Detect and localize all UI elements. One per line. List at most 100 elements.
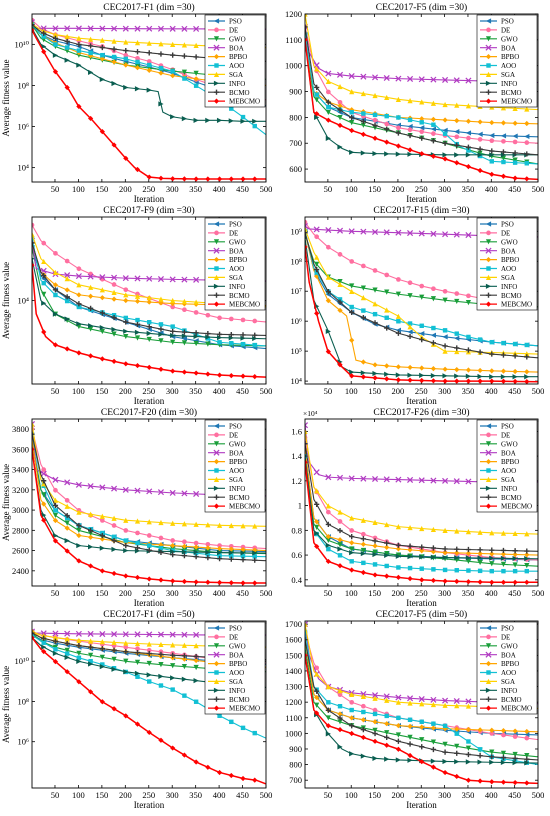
de-marker: [361, 703, 366, 709]
bcmo-marker: [170, 552, 176, 558]
sga-marker: [123, 292, 129, 298]
bpbo-marker: [216, 545, 223, 552]
gwo-marker: [146, 660, 152, 667]
info-marker: [442, 373, 448, 379]
mebcmo-marker: [181, 176, 188, 182]
bcmo-marker: [41, 273, 47, 279]
sga-marker: [395, 524, 401, 530]
de-marker: [407, 127, 413, 133]
mebcmo-marker: [252, 374, 258, 380]
x-tick-label: 300: [166, 184, 179, 194]
bpbo-marker: [442, 550, 448, 556]
gwo-marker: [64, 520, 70, 526]
gwo-marker: [430, 739, 437, 745]
info-marker: [134, 86, 141, 92]
x-tick-label: 350: [189, 588, 202, 598]
x-axis-label: Iteration: [406, 800, 437, 810]
de-marker: [53, 250, 58, 256]
sga-marker: [111, 289, 117, 295]
de-marker: [431, 131, 436, 136]
plot-frame: [31, 418, 267, 587]
pso-marker: [489, 132, 495, 139]
y-tick-label: 1: [298, 501, 302, 511]
gwo-marker: [477, 559, 483, 566]
boa-marker: [430, 696, 437, 703]
boa-marker: [442, 76, 449, 83]
x-tick-label: 450: [508, 386, 521, 396]
info-marker: [146, 672, 152, 678]
mebcmo-marker: [454, 378, 460, 384]
boa-marker: [465, 232, 472, 239]
aoo-marker: [314, 92, 319, 97]
sga-marker: [111, 639, 117, 645]
de-marker: [489, 138, 495, 144]
chart-title: CEC2017-F20 (dim =30): [101, 407, 197, 418]
x-tick-label: 150: [368, 184, 381, 194]
legend-label: INFO: [229, 687, 245, 695]
mebcmo-marker: [314, 111, 320, 117]
sga-marker: [349, 515, 355, 521]
info-marker: [64, 538, 70, 544]
sga-marker: [228, 522, 234, 529]
bcmo-marker: [442, 140, 448, 146]
mebcmo-marker: [41, 517, 47, 523]
bpbo-marker: [485, 459, 492, 465]
bpbo-marker: [158, 70, 164, 76]
sga-marker: [349, 89, 355, 95]
info-marker: [407, 554, 413, 560]
aoo-marker: [229, 341, 234, 346]
boa-marker: [395, 229, 402, 236]
aoo-marker: [337, 704, 343, 709]
bcmo-marker: [123, 649, 129, 655]
bpbo-marker: [76, 292, 82, 298]
aoo-marker: [454, 331, 459, 336]
bpbo-marker: [395, 723, 401, 729]
info-marker: [337, 546, 343, 552]
sga-marker: [193, 521, 199, 527]
x-tick-label: 300: [166, 790, 179, 800]
mebcmo-marker: [158, 366, 164, 372]
mebcmo-marker: [349, 127, 355, 134]
x-tick-label: 250: [142, 184, 155, 194]
x-axis-label: Iteration: [406, 396, 437, 406]
mebcmo-marker: [64, 548, 70, 554]
aoo-marker: [76, 655, 82, 661]
sga-marker: [213, 678, 220, 684]
bcmo-marker: [252, 332, 258, 338]
mebcmo-marker: [489, 378, 495, 384]
y-tick-label: 10⁹: [291, 226, 303, 236]
info-marker: [252, 118, 258, 124]
x-tick-label: 350: [462, 588, 475, 598]
sga-marker: [485, 476, 492, 482]
boa-marker: [134, 275, 141, 282]
boa-marker: [442, 231, 449, 238]
mebcmo-marker: [99, 356, 105, 362]
sga-marker: [360, 517, 366, 523]
info-marker: [500, 555, 507, 561]
x-axis-label: Iteration: [134, 800, 165, 810]
gwo-marker: [170, 339, 176, 345]
boa-marker: [122, 486, 129, 493]
bpbo-marker: [372, 719, 378, 725]
chart-panel: CEC2017-F5 (dim =50) 50 100 150 200 250 300 350…: [285, 609, 544, 810]
pso-marker: [454, 335, 460, 341]
mebcmo-marker: [500, 579, 507, 585]
legend-label: PSO: [229, 18, 242, 26]
mebcmo-marker: [88, 115, 94, 122]
sga-marker: [384, 94, 390, 101]
legend-label: BOA: [229, 651, 244, 659]
bcmo-marker: [181, 53, 188, 59]
boa-marker: [213, 651, 220, 658]
de-marker: [384, 121, 390, 127]
aoo-marker: [489, 159, 494, 164]
mebcmo-marker: [337, 727, 343, 733]
info-marker: [111, 80, 117, 87]
bpbo-marker: [395, 364, 401, 370]
bcmo-marker: [41, 635, 47, 641]
de-marker: [214, 27, 219, 33]
legend-label: BPBO: [501, 458, 519, 466]
bcmo-marker: [64, 38, 70, 44]
bpbo-marker: [193, 76, 199, 82]
sga-marker: [314, 254, 320, 260]
sga-marker: [181, 521, 188, 527]
